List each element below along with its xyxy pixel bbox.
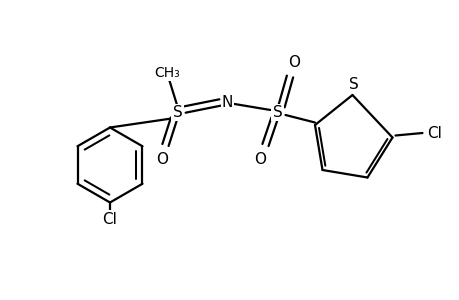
Text: O: O: [254, 152, 266, 166]
Text: CH₃: CH₃: [154, 65, 180, 80]
Text: S: S: [272, 105, 282, 120]
Text: O: O: [156, 152, 168, 166]
Text: N: N: [221, 95, 233, 110]
Text: S: S: [348, 76, 358, 92]
Text: Cl: Cl: [102, 212, 117, 226]
Text: Cl: Cl: [426, 125, 442, 140]
Text: O: O: [288, 55, 300, 70]
Text: S: S: [172, 105, 182, 120]
